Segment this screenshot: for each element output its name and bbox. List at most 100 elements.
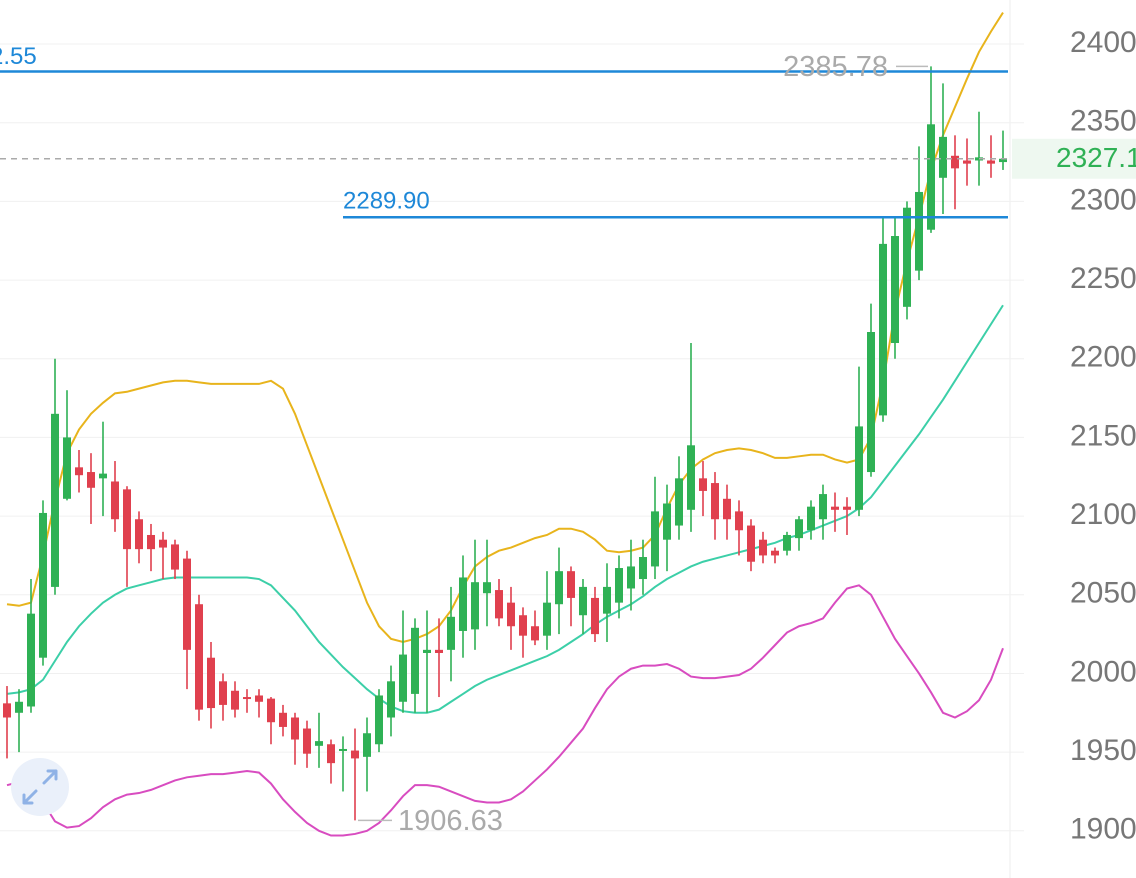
candle-body <box>891 236 899 344</box>
candle-body <box>255 695 263 702</box>
candle-body <box>843 506 851 510</box>
candle-body <box>435 649 443 653</box>
candle-body <box>507 602 515 627</box>
candle-body <box>411 627 419 694</box>
candle-body <box>423 649 431 653</box>
candle-body <box>915 191 923 271</box>
candle-body <box>15 701 23 713</box>
candle-body <box>519 615 527 636</box>
candle-body <box>579 586 587 616</box>
candle-body <box>831 506 839 510</box>
candle-body <box>903 207 911 307</box>
y-tick-label: 2400 <box>1070 26 1136 59</box>
candle-body <box>87 472 95 488</box>
candle-body <box>207 657 215 709</box>
candle-body <box>999 158 1007 163</box>
candle-body <box>783 534 791 551</box>
candle-body <box>351 750 359 759</box>
candle-body <box>147 534 155 550</box>
last-price-box <box>1012 138 1136 179</box>
candle-body <box>687 445 695 510</box>
y-tick-label: 2350 <box>1070 105 1136 138</box>
candle-body <box>399 654 407 702</box>
zoom-button-bg[interactable] <box>11 758 69 816</box>
candle-body <box>651 511 659 567</box>
candle-body <box>3 703 11 718</box>
candle-body <box>627 566 635 589</box>
candle-body <box>231 690 239 710</box>
candle-body <box>267 698 275 723</box>
candle-body <box>675 478 683 526</box>
indicator-line <box>6 304 1004 714</box>
candle-body <box>951 155 959 169</box>
price-line-label: 2382.55 <box>0 43 37 70</box>
y-tick-label: 2200 <box>1070 341 1136 374</box>
candle-body <box>195 604 203 710</box>
last-price-label: 2327.1 <box>1056 142 1136 173</box>
candle-body <box>807 506 815 531</box>
candle-body <box>447 616 455 650</box>
candle-body <box>495 590 503 619</box>
candle-body <box>375 695 383 745</box>
candle-body <box>963 160 971 164</box>
candle-body <box>591 597 599 635</box>
candle-body <box>639 557 647 580</box>
candle-body <box>327 744 335 764</box>
candle-body <box>759 539 767 556</box>
candle-body <box>483 582 491 594</box>
candle-body <box>819 494 827 520</box>
candle-body <box>303 728 311 754</box>
candle-body <box>699 478 707 491</box>
y-tick-label: 2250 <box>1070 262 1136 295</box>
high-label: 2385.78 <box>783 51 888 83</box>
zoom-button[interactable] <box>11 758 69 816</box>
candle-body <box>459 577 467 631</box>
candle-body <box>75 467 83 476</box>
candle-body <box>531 626 539 641</box>
candle-body <box>555 571 563 605</box>
candle-body <box>219 681 227 705</box>
candle-body <box>27 613 35 707</box>
candle-body <box>123 489 131 550</box>
low-label: 1906.63 <box>398 805 503 837</box>
candle-body <box>51 413 59 587</box>
candle-body <box>543 602 551 636</box>
price-line-label: 2289.90 <box>343 188 430 215</box>
candle-body <box>663 503 671 540</box>
candle-body <box>711 483 719 520</box>
candle-body <box>867 332 875 473</box>
zoom-button-icon[interactable] <box>22 769 58 805</box>
candle-body <box>63 437 71 499</box>
y-tick-label: 2300 <box>1070 183 1136 216</box>
candle-body <box>135 519 143 550</box>
candle-body <box>987 160 995 164</box>
y-tick-label: 2150 <box>1070 419 1136 452</box>
y-tick-label: 1950 <box>1070 734 1136 767</box>
candle-body <box>855 426 863 510</box>
candle-body <box>615 568 623 603</box>
candle-body <box>879 243 887 416</box>
candle-body <box>735 511 743 531</box>
candle-body <box>471 582 479 630</box>
candle-body <box>99 473 107 479</box>
y-tick-label: 1900 <box>1070 813 1136 846</box>
candle-body <box>603 586 611 614</box>
candle-body <box>243 697 251 700</box>
candle-body <box>279 712 287 727</box>
candle-body <box>363 733 371 757</box>
y-tick-label: 2000 <box>1070 655 1136 688</box>
candle-body <box>171 544 179 570</box>
y-tick-label: 2100 <box>1070 498 1136 531</box>
candle-body <box>939 136 947 178</box>
candle-body <box>291 717 299 740</box>
candle-body <box>795 519 803 539</box>
indicator-line <box>6 584 1004 837</box>
candle-body <box>723 498 731 520</box>
y-tick-label: 2050 <box>1070 577 1136 610</box>
candle-body <box>747 525 755 562</box>
candle-body <box>315 741 323 746</box>
candle-body <box>39 512 47 658</box>
candle-body <box>771 550 779 556</box>
